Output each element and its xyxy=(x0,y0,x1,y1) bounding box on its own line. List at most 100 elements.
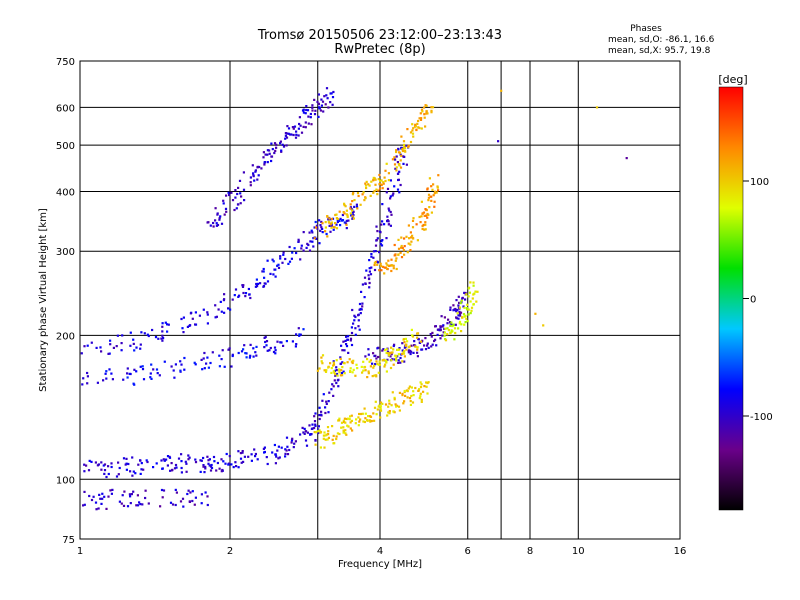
data-point xyxy=(339,374,342,377)
data-point xyxy=(364,369,367,372)
data-point xyxy=(236,192,239,196)
data-point xyxy=(314,412,317,415)
data-point xyxy=(428,206,431,209)
colorbar xyxy=(718,86,744,511)
data-point xyxy=(200,502,203,505)
data-point xyxy=(229,308,232,311)
data-point xyxy=(319,109,322,112)
data-point xyxy=(350,331,354,335)
data-point xyxy=(439,325,442,328)
data-point xyxy=(141,365,144,368)
data-point xyxy=(327,220,330,223)
data-point xyxy=(345,223,348,226)
data-point xyxy=(264,340,267,344)
data-point xyxy=(335,366,338,369)
data-point xyxy=(377,371,380,374)
data-point xyxy=(424,348,428,351)
data-point xyxy=(339,224,342,227)
data-point xyxy=(397,361,400,364)
data-point xyxy=(397,247,401,250)
data-point xyxy=(263,161,267,164)
data-point xyxy=(402,162,405,165)
data-point xyxy=(349,212,352,215)
data-point xyxy=(397,163,400,166)
data-point xyxy=(395,169,398,172)
data-point xyxy=(370,255,373,258)
data-point xyxy=(370,266,373,269)
data-point xyxy=(218,354,221,357)
data-point xyxy=(324,370,328,373)
data-point xyxy=(207,459,210,462)
data-point xyxy=(329,92,332,95)
data-point xyxy=(249,343,252,346)
data-point xyxy=(223,298,226,301)
data-point xyxy=(350,326,353,329)
data-point xyxy=(144,489,147,492)
data-point xyxy=(358,420,361,423)
data-point xyxy=(149,372,152,375)
data-point xyxy=(173,376,176,379)
data-point xyxy=(348,358,351,361)
data-point xyxy=(360,365,363,368)
data-point xyxy=(421,348,424,351)
data-point xyxy=(215,315,218,318)
data-point xyxy=(297,327,300,330)
data-point xyxy=(500,89,503,92)
data-point xyxy=(327,430,330,433)
data-point xyxy=(129,495,132,498)
data-point xyxy=(394,167,397,170)
data-point xyxy=(385,191,388,194)
data-point xyxy=(472,281,475,284)
data-point xyxy=(81,383,84,386)
phase-stats-x: mean, sd,X: 95.7, 19.8 xyxy=(608,46,711,56)
data-point xyxy=(186,492,189,496)
data-point xyxy=(314,443,317,446)
data-point xyxy=(404,344,408,347)
data-point xyxy=(140,331,143,334)
data-point xyxy=(394,158,397,161)
data-point xyxy=(309,433,312,436)
data-point xyxy=(210,466,214,470)
data-point xyxy=(376,263,379,266)
y-tick-label: 100 xyxy=(56,475,75,486)
data-point xyxy=(366,358,369,361)
data-point xyxy=(457,317,460,320)
data-point xyxy=(455,299,458,302)
data-point xyxy=(374,354,377,357)
data-point xyxy=(327,411,330,414)
data-point xyxy=(338,432,341,436)
data-point xyxy=(347,219,350,222)
data-point xyxy=(403,389,406,393)
data-point xyxy=(378,360,381,363)
data-point xyxy=(390,213,393,216)
data-point xyxy=(285,340,288,343)
data-point xyxy=(351,361,354,365)
data-point xyxy=(368,184,371,187)
data-point xyxy=(310,229,313,232)
data-point xyxy=(202,308,205,311)
data-point xyxy=(155,462,158,465)
data-point xyxy=(423,228,426,231)
data-point xyxy=(166,464,169,467)
data-point xyxy=(223,213,226,216)
data-point xyxy=(377,178,380,181)
data-point xyxy=(380,183,383,187)
data-point xyxy=(391,194,394,197)
data-point xyxy=(439,329,442,332)
data-point xyxy=(460,299,463,302)
data-point xyxy=(418,215,421,219)
data-point xyxy=(129,470,132,473)
data-point xyxy=(395,166,398,169)
data-point xyxy=(320,356,323,359)
data-point xyxy=(251,164,254,167)
data-point xyxy=(461,316,464,319)
data-point xyxy=(277,457,280,460)
data-point xyxy=(429,333,432,336)
data-point xyxy=(343,420,346,424)
data-point xyxy=(335,435,338,438)
data-point xyxy=(247,287,250,291)
data-point xyxy=(340,344,343,347)
data-point xyxy=(82,377,85,380)
data-point xyxy=(401,246,404,250)
data-point xyxy=(302,249,305,252)
